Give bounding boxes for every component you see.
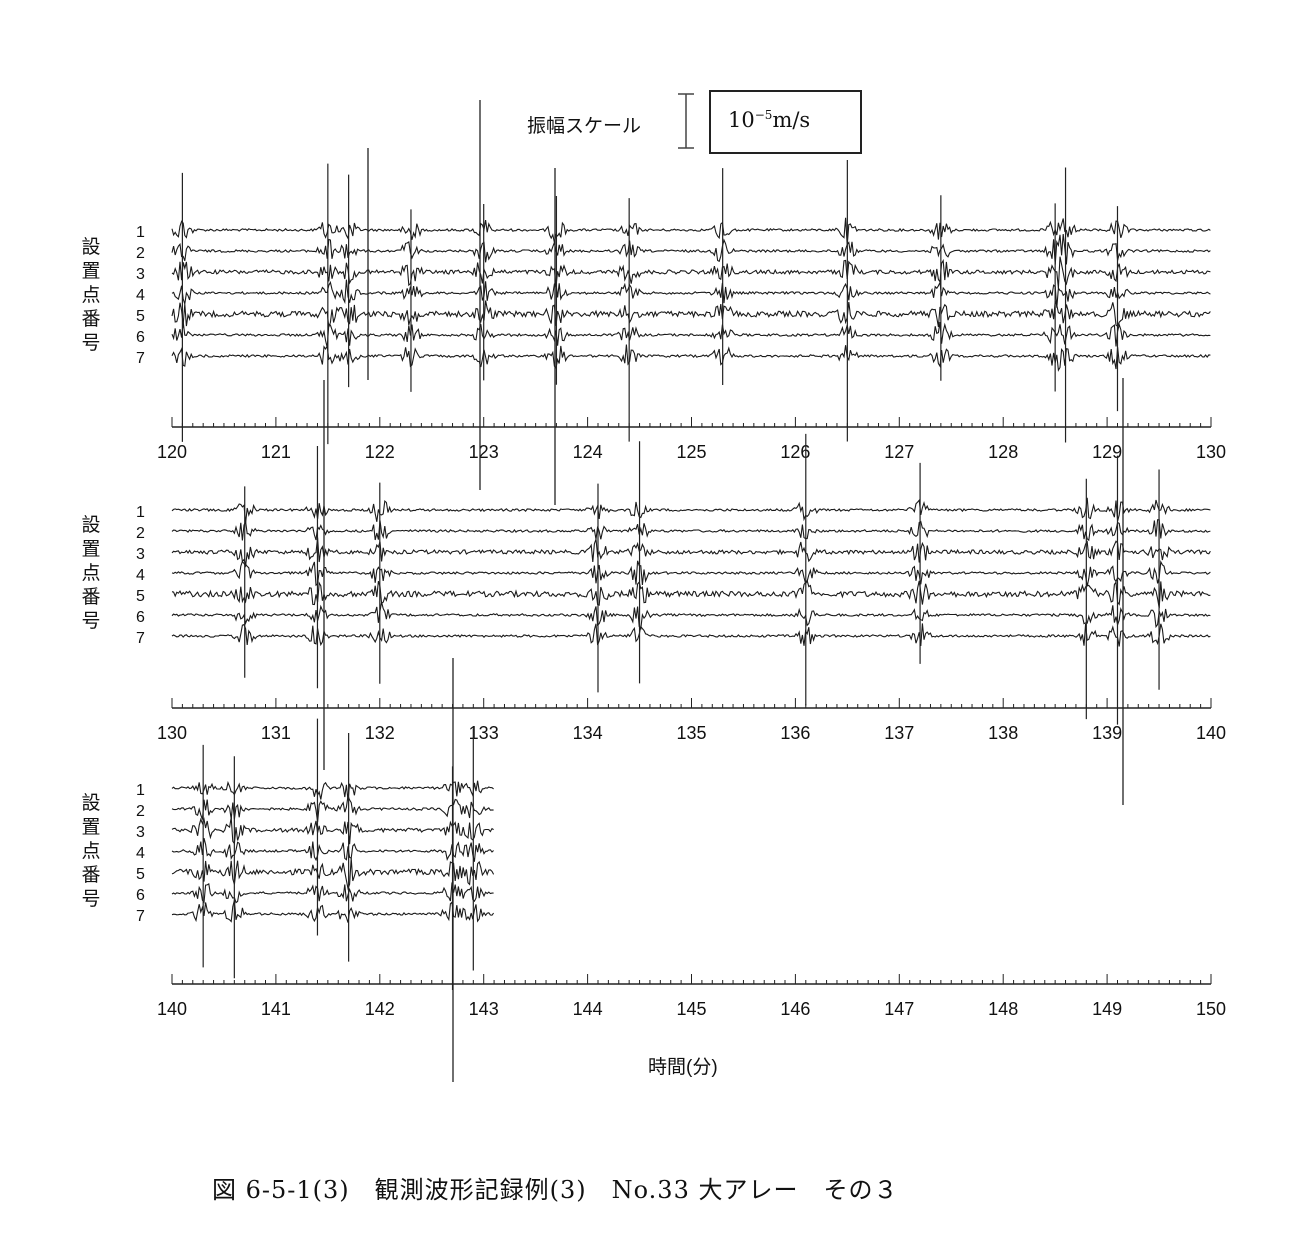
x-tick-label: 146 [780, 999, 810, 1019]
x-tick-label: 138 [988, 723, 1018, 743]
waveform-trace-7 [171, 344, 1211, 372]
trace-label-5: 5 [136, 588, 145, 605]
trace-label-1: 1 [136, 782, 145, 799]
y-axis-label-panel-2: 設置点番号 [81, 515, 101, 632]
waveform-trace-4 [171, 837, 494, 862]
waveform-trace-3 [171, 256, 1211, 289]
trace-label-3: 3 [136, 266, 145, 283]
waveform-trace-5 [171, 300, 1211, 328]
trace-label-1: 1 [136, 504, 145, 521]
amplitude-scale-value: 10−5m/s [728, 108, 811, 132]
x-tick-label: 143 [469, 999, 499, 1019]
trace-label-2: 2 [136, 803, 145, 820]
waveform-trace-4 [171, 279, 1211, 308]
waveform-trace-1 [171, 780, 494, 801]
x-tick-label: 148 [988, 999, 1018, 1019]
x-tick-label: 132 [365, 723, 395, 743]
trace-label-3: 3 [136, 546, 145, 563]
amplitude-scale-bar [678, 93, 694, 149]
waveform-trace-1 [171, 497, 1211, 524]
waveform-trace-2 [171, 793, 494, 823]
x-tick-label: 131 [261, 723, 291, 743]
waveform-trace-6 [171, 322, 1211, 348]
x-tick-label: 144 [573, 999, 603, 1019]
figure-caption: 図 6-5-1(3) 観測波形記録例(3) No.33 大アレー その３ [212, 1176, 899, 1204]
trace-label-2: 2 [136, 525, 145, 542]
y-axis-label-panel-1: 設置点番号 [81, 237, 101, 354]
y-axis-label-panel-3: 設置点番号 [81, 793, 101, 910]
x-tick-label: 133 [469, 723, 499, 743]
x-tick-label: 150 [1196, 999, 1226, 1019]
x-tick-label: 129 [1092, 442, 1122, 462]
trace-label-4: 4 [136, 845, 145, 862]
trace-label-1: 1 [136, 224, 145, 241]
x-tick-label: 147 [884, 999, 914, 1019]
amplitude-scale-label: 振幅スケール [527, 116, 642, 137]
waveform-trace-5 [171, 858, 495, 891]
x-tick-label: 141 [261, 999, 291, 1019]
x-tick-label: 140 [157, 999, 187, 1019]
x-tick-label: 123 [469, 442, 499, 462]
waveform-trace-2 [171, 519, 1211, 542]
x-tick-label: 130 [157, 723, 187, 743]
waveform-trace-4 [171, 558, 1211, 587]
waveform-trace-6 [171, 882, 494, 904]
x-tick-label: 130 [1196, 442, 1226, 462]
x-tick-label: 127 [884, 442, 914, 462]
trace-label-7: 7 [136, 350, 145, 367]
x-tick-label: 125 [676, 442, 706, 462]
x-tick-label: 126 [780, 442, 810, 462]
waveform-trace-5 [171, 579, 1211, 609]
waveform-trace-3 [171, 537, 1211, 568]
trace-label-7: 7 [136, 908, 145, 925]
x-tick-label: 135 [676, 723, 706, 743]
x-tick-label: 122 [365, 442, 395, 462]
waveform-trace-2 [171, 234, 1211, 265]
x-tick-label: 121 [261, 442, 291, 462]
trace-label-6: 6 [136, 329, 145, 346]
trace-label-5: 5 [136, 308, 145, 325]
trace-label-7: 7 [136, 630, 145, 647]
x-axis-label: 時間(分) [648, 1057, 718, 1078]
amplitude-scale-box [709, 90, 862, 154]
x-tick-label: 149 [1092, 999, 1122, 1019]
trace-label-4: 4 [136, 287, 145, 304]
x-tick-label: 140 [1196, 723, 1226, 743]
trace-label-3: 3 [136, 824, 145, 841]
x-tick-label: 139 [1092, 723, 1122, 743]
trace-label-6: 6 [136, 887, 145, 904]
trace-label-5: 5 [136, 866, 145, 883]
x-tick-label: 134 [573, 723, 603, 743]
x-tick-label: 145 [676, 999, 706, 1019]
x-tick-label: 137 [884, 723, 914, 743]
x-tick-label: 128 [988, 442, 1018, 462]
waveform-trace-7 [171, 623, 1211, 647]
waveform-trace-6 [171, 601, 1211, 631]
x-tick-label: 120 [157, 442, 187, 462]
waveform-trace-1 [171, 217, 1211, 246]
trace-label-6: 6 [136, 609, 145, 626]
x-tick-label: 142 [365, 999, 395, 1019]
trace-label-4: 4 [136, 567, 145, 584]
waveform-trace-3 [171, 817, 494, 845]
waveform-trace-7 [171, 900, 495, 923]
x-tick-label: 136 [780, 723, 810, 743]
x-tick-label: 124 [573, 442, 603, 462]
trace-label-2: 2 [136, 245, 145, 262]
